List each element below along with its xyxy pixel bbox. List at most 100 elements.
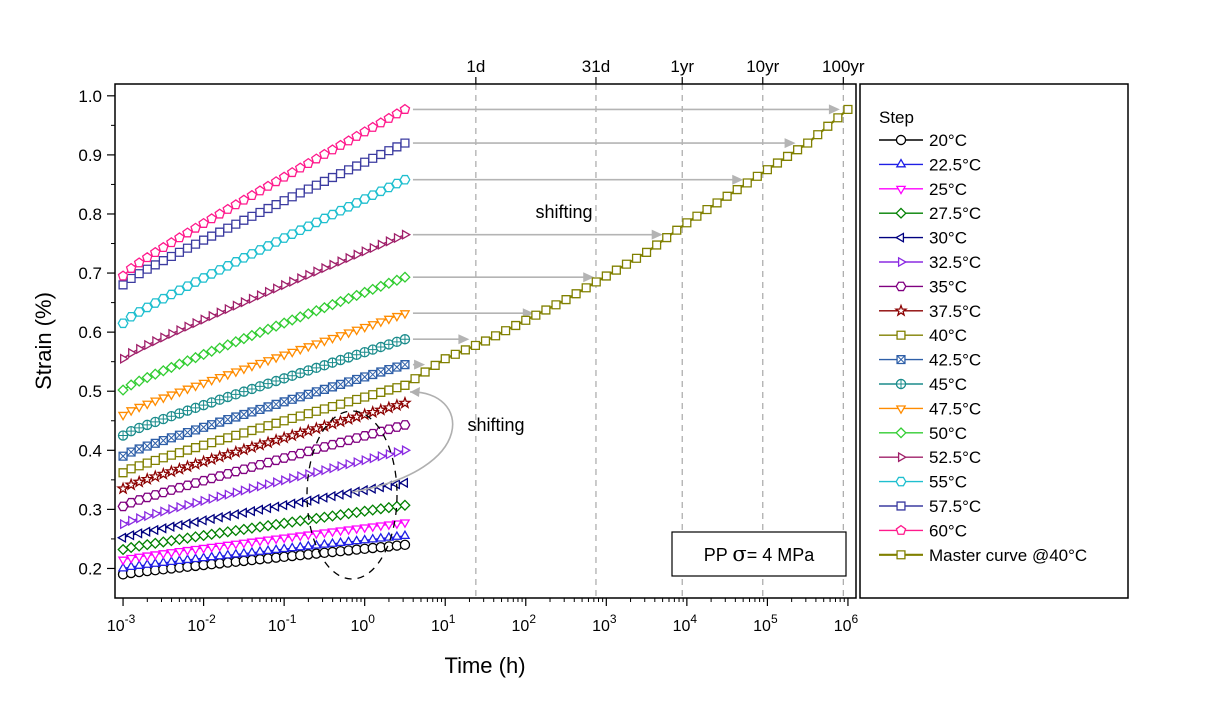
master-curve-point [642,247,652,257]
data-point [205,513,215,525]
data-point [174,554,185,565]
data-point-cross [239,410,249,419]
data-point-cross [263,402,273,412]
data-point [399,499,411,511]
data-point [141,492,153,503]
data-point [230,540,242,550]
data-point [297,470,307,482]
data-point [327,172,338,183]
data-point [141,302,153,313]
data-point [206,376,217,387]
data-point [173,519,183,531]
y-tick-label: 0.3 [78,500,102,519]
master-curve-point [541,305,551,315]
data-point [273,477,283,488]
legend: Step 20°C 22.5°C 25°C 27.5°C 30°C 32.5°C 35°C 3… [859,83,1129,599]
shift-arrow-head [522,308,534,319]
data-point [334,205,347,216]
data-point [302,157,314,168]
data-point [207,438,217,448]
data-point [333,414,348,428]
data-point [136,513,146,524]
data-point [190,443,201,453]
data-point [144,339,154,351]
data-point [239,428,249,438]
legend-label: 30°C [929,229,967,248]
data-point [353,249,363,260]
shifting-label-bottom: shifting [467,415,524,435]
master-curve-point [591,277,601,287]
data-point-cross [126,447,136,457]
y-tick-label: 0.7 [78,264,102,283]
data-point [359,431,371,441]
data-point [237,507,247,518]
data-point [134,461,144,471]
y-tick-label: 0.2 [78,559,102,578]
data-point [140,472,155,486]
data-point [351,535,362,545]
data-point [238,332,250,345]
data-point [382,400,396,414]
master-curve-point [410,374,420,384]
data-point [199,235,209,245]
data-point [166,391,177,401]
data-point [278,453,290,463]
data-point [158,550,169,560]
data-point-cross [295,392,305,402]
data-point [229,508,239,520]
data-point [263,203,273,214]
data-point [383,182,395,193]
data-point [302,308,315,320]
data-point [133,528,143,539]
data-point-cross [368,370,378,379]
y-tick-label: 0.9 [78,146,102,165]
data-point [367,428,379,439]
data-point [361,246,371,257]
shift-arrow-head [414,359,426,370]
data-point [132,474,147,488]
series-55°C [117,174,411,329]
data-point [294,162,306,173]
data-point [214,471,226,481]
data-point [253,504,264,515]
highlight-dashed-ellipse [306,410,398,580]
data-point [141,558,153,568]
data-point [319,176,329,186]
data-point [319,529,330,539]
data-point [270,237,282,247]
data-point [375,532,387,542]
legend-marker [896,550,906,560]
data-point [313,466,323,478]
legend-item: 47.5°C [879,399,981,418]
data-point [375,280,387,293]
data-point [118,468,128,478]
data-point-cross [352,375,361,384]
legend-label: 37.5°C [929,302,981,321]
data-point [327,528,338,538]
data-point [247,211,257,221]
data-point [232,300,242,311]
data-point [238,547,250,557]
data-point [342,292,355,305]
data-point [190,222,201,233]
data-point-cross [190,403,201,413]
data-point [295,411,305,421]
master-curve-point [672,225,682,235]
data-point-cross [392,362,402,372]
data-point [391,312,403,323]
master-curve-point [692,211,702,221]
data-point [400,138,410,148]
data-point [350,289,363,302]
data-point [401,445,412,456]
data-point [152,335,162,347]
data-point [365,405,380,419]
master-curve-point [682,218,692,228]
data-point [345,252,355,264]
data-point [358,286,371,299]
data-point [222,371,234,381]
data-point [269,432,283,447]
data-point [116,481,130,495]
data-point [117,556,129,566]
data-point [343,526,354,536]
data-point [117,501,129,512]
